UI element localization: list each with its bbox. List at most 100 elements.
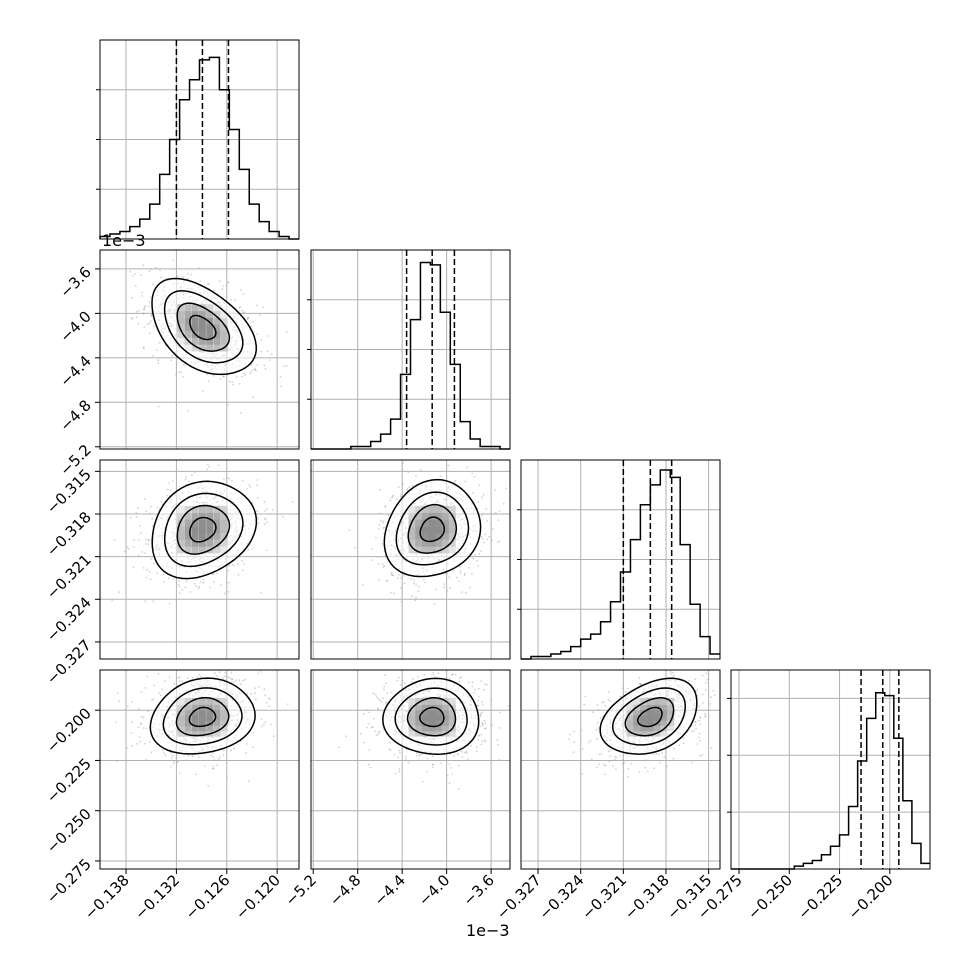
scatter-point bbox=[427, 661, 429, 663]
scatter-point bbox=[216, 764, 219, 767]
scatter-point bbox=[601, 701, 603, 704]
scatter-point bbox=[232, 383, 234, 386]
scatter-point bbox=[608, 760, 611, 763]
scatter-point bbox=[472, 557, 474, 560]
scatter-point bbox=[709, 703, 712, 705]
scatter-point bbox=[268, 359, 271, 361]
scatter-point bbox=[270, 353, 273, 355]
scatter-point bbox=[211, 752, 214, 755]
contour-line bbox=[151, 480, 258, 580]
scatter-point bbox=[367, 763, 370, 766]
scatter-point bbox=[478, 484, 481, 487]
scatter-point bbox=[173, 577, 175, 580]
scatter-point bbox=[247, 316, 250, 319]
scatter-point bbox=[397, 577, 399, 580]
scatter-point bbox=[398, 749, 401, 752]
scatter-point bbox=[448, 576, 451, 579]
scatter-point bbox=[142, 347, 145, 349]
scatter-point bbox=[213, 289, 216, 292]
scatter-point bbox=[224, 675, 226, 678]
scatter-point bbox=[486, 538, 489, 541]
scatter-point bbox=[484, 533, 487, 536]
scatter-point bbox=[516, 709, 518, 711]
scatter-point bbox=[439, 475, 442, 478]
scatter-point bbox=[113, 538, 116, 541]
scatter-point bbox=[695, 721, 697, 723]
scatter-point bbox=[240, 289, 242, 291]
scatter-point bbox=[177, 583, 180, 586]
scatter-point bbox=[691, 761, 693, 764]
scatter-point bbox=[670, 672, 673, 675]
scatter-point bbox=[398, 676, 400, 679]
scatter-point bbox=[481, 703, 484, 706]
scatter-point bbox=[148, 300, 151, 303]
panel-frame bbox=[99, 459, 300, 660]
scatter-point bbox=[615, 756, 618, 758]
scatter-point bbox=[590, 758, 593, 761]
scatter-point bbox=[362, 584, 364, 586]
scatter-point bbox=[368, 711, 371, 714]
panel-frame bbox=[99, 249, 300, 450]
scatter-point bbox=[181, 680, 183, 683]
scatter-point bbox=[150, 751, 153, 754]
scatter-point bbox=[227, 569, 230, 572]
scatter-point bbox=[148, 571, 151, 573]
scatter-point bbox=[217, 464, 220, 467]
scatter-point bbox=[399, 751, 401, 754]
scatter-point bbox=[239, 412, 242, 414]
scatter-point bbox=[354, 546, 356, 549]
scatter-point bbox=[243, 311, 246, 314]
scatter-point bbox=[155, 266, 157, 269]
scatter-point bbox=[696, 688, 699, 691]
scatter-point bbox=[150, 558, 152, 560]
panel-frame bbox=[730, 669, 931, 870]
scatter-point bbox=[623, 761, 626, 764]
scatter-point bbox=[238, 307, 241, 309]
scatter-point bbox=[237, 563, 240, 565]
scatter-point bbox=[389, 741, 391, 744]
scatter-point bbox=[604, 704, 607, 707]
scatter-point bbox=[639, 683, 642, 685]
scatter-point bbox=[158, 341, 161, 344]
scatter-point bbox=[393, 753, 396, 756]
scatter-point bbox=[232, 564, 235, 567]
scatter-point bbox=[170, 359, 173, 362]
scatter-point bbox=[672, 757, 675, 760]
scatter-point bbox=[256, 510, 259, 513]
scatter-point bbox=[143, 308, 145, 311]
scatter-point bbox=[185, 580, 188, 583]
scatter-point bbox=[403, 582, 406, 584]
scatter-point bbox=[260, 339, 263, 341]
scatter-point bbox=[432, 763, 435, 766]
scatter-point bbox=[615, 768, 617, 771]
scatter-point bbox=[250, 364, 253, 366]
scatter-point bbox=[155, 349, 158, 352]
scatter-point bbox=[137, 506, 140, 509]
scatter-point bbox=[573, 741, 576, 744]
scatter-point bbox=[497, 743, 500, 746]
scatter-point bbox=[476, 704, 478, 706]
scatter-point bbox=[187, 272, 189, 275]
scatter-point bbox=[458, 764, 460, 767]
scatter-point bbox=[158, 692, 161, 695]
scatter-point bbox=[458, 677, 461, 679]
scatter-point bbox=[378, 524, 381, 526]
scatter-point bbox=[248, 432, 250, 434]
scatter-point bbox=[149, 320, 152, 322]
scatter-point bbox=[467, 681, 470, 684]
scatter-point bbox=[148, 322, 151, 325]
scatter-point bbox=[644, 766, 647, 769]
scatter-point bbox=[688, 679, 690, 682]
scatter-point bbox=[457, 753, 459, 756]
scatter-point bbox=[377, 731, 380, 733]
scatter-point bbox=[142, 567, 145, 569]
scatter-point bbox=[598, 753, 601, 756]
scatter-point bbox=[459, 566, 462, 568]
scatter-point bbox=[214, 672, 216, 674]
scatter-point bbox=[118, 591, 121, 594]
scatter-point bbox=[145, 510, 148, 513]
scatter-point bbox=[675, 665, 677, 667]
scatter-point bbox=[171, 754, 174, 757]
scatter-point bbox=[624, 690, 627, 693]
scatter-point bbox=[178, 371, 181, 373]
